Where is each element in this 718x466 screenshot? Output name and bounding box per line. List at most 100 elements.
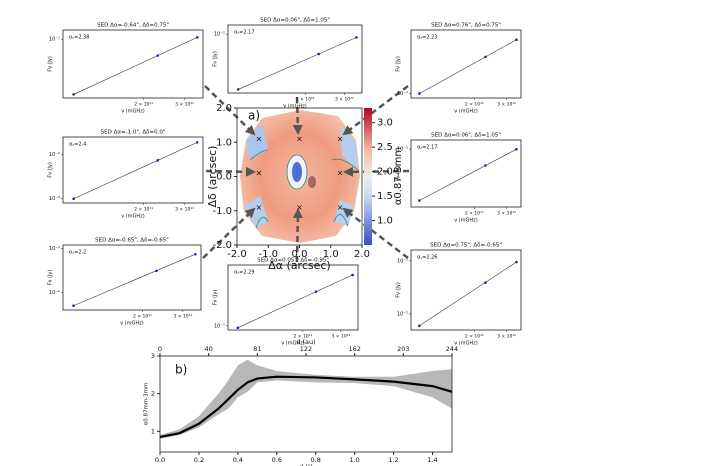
inset-title: SED Δα=-0.65", Δδ=-0.65": [95, 238, 169, 244]
inset-title: SED Δα=0.06", Δδ=1.05": [431, 133, 501, 139]
y-tick-label: 10⁻¹: [397, 147, 408, 153]
fit-line: [238, 37, 357, 90]
line: [159, 375, 453, 439]
x-tick-label: 0.0: [292, 249, 308, 260]
inset-annotation: αₛ=2.38: [69, 35, 89, 41]
fit-line: [73, 142, 198, 199]
inset-title: SED Δα=-1.0", Δδ=0.0": [101, 130, 166, 136]
data-point: [418, 199, 421, 202]
data-point: [355, 36, 358, 39]
inset-annotation: αₛ=2.17: [234, 30, 254, 36]
x-tick-label: 2 × 10¹¹: [465, 102, 484, 108]
x-tick-label: 0.0: [155, 456, 165, 464]
x-tick-label: 3 × 10¹¹: [335, 97, 354, 103]
y-axis-label: α0.87mm-3mm: [144, 383, 150, 426]
data-point: [72, 93, 75, 96]
fit-line: [73, 253, 196, 307]
data-point: [351, 273, 354, 277]
x2-tick-label: 162: [348, 345, 360, 353]
data-point: [236, 88, 240, 91]
x-tick-label: 2 × 10¹¹: [296, 97, 315, 103]
inset-title: SED Δα=0.06", Δδ=1.05": [260, 18, 330, 24]
colorbar-label: α0.87-3mm: [393, 147, 404, 205]
y-tick-label: 10⁻¹: [49, 37, 60, 43]
x2-tick-label: 0: [158, 345, 162, 353]
x-tick-label: 3 × 10¹¹: [497, 334, 516, 340]
y-tick-label: 10⁻¹: [214, 323, 225, 329]
colorbar: [364, 108, 372, 245]
data-point: [194, 252, 197, 256]
data-point: [156, 54, 160, 57]
inset-frame: [62, 29, 204, 99]
fit-line: [73, 37, 198, 95]
x-tick-label: 1.2: [388, 456, 398, 464]
marker: ×: [256, 169, 263, 178]
data-point: [317, 52, 320, 56]
marker: ×: [256, 134, 263, 143]
y-axis-label: Fν (Jy): [48, 270, 54, 286]
marker: ×: [337, 169, 344, 178]
data-point: [155, 269, 158, 273]
y-tick-label: 1.0: [216, 137, 232, 148]
x-tick-label: 1.0: [323, 249, 339, 260]
y-tick-label: 2: [151, 390, 155, 398]
x2-tick-label: 81: [253, 345, 261, 353]
inset-frame: [227, 264, 359, 331]
data-point: [515, 147, 518, 151]
colorbar-tick-label: 1.0: [377, 216, 393, 227]
x-tick-label: 3 × 10¹¹: [173, 314, 192, 320]
x-tick-label: 2.0: [354, 249, 370, 260]
marker: ×: [337, 203, 344, 212]
x-tick-label: 3 × 10¹¹: [175, 207, 194, 213]
x-axis-label: ν (mGHz): [454, 218, 477, 224]
data-point: [418, 92, 421, 95]
map-image: [240, 110, 360, 243]
x2-axis-label: d (au): [296, 338, 315, 346]
inset-annotation: αₛ=2.2: [69, 250, 86, 256]
y-axis-label: Fν (Jy): [396, 166, 402, 182]
x-axis-label: Δα (arcsec): [268, 259, 330, 272]
inset-frame: [227, 24, 363, 94]
y-tick-label: 10⁻³: [49, 196, 60, 202]
x-tick-label: 0.6: [272, 456, 282, 464]
data-point: [314, 290, 318, 293]
data-point: [418, 324, 421, 328]
data-point: [484, 55, 487, 59]
inset-title: SED Δα=0.05", Δδ=-0.95": [257, 258, 329, 264]
data-point: [195, 36, 199, 39]
inset-frame: [410, 29, 522, 99]
x-tick-label: 0.8: [311, 456, 321, 464]
data-point: [515, 260, 518, 264]
x2-tick-label: 244: [446, 345, 458, 353]
x-tick-label: 3 × 10¹¹: [497, 102, 516, 108]
inset-title: SED Δα=-0.64", Δδ=0.75": [97, 23, 169, 29]
x-tick-label: 2 × 10¹¹: [293, 334, 312, 340]
x-axis-label: d (″): [299, 463, 313, 466]
x-tick-label: -1.0: [258, 249, 278, 260]
colorbar-tick-label: 3.0: [377, 118, 393, 129]
data-point: [236, 326, 240, 330]
y-axis-label: Fν (Jy): [48, 162, 54, 178]
y-tick-label: 10⁻¹: [397, 91, 408, 97]
inset-annotation: αₛ=2.29: [234, 270, 254, 276]
data-point: [72, 197, 75, 201]
x-axis-label: ν (mGHz): [283, 104, 306, 110]
y-tick-label: 3: [151, 352, 155, 360]
inset-frame: [410, 139, 522, 208]
data-point: [195, 141, 199, 144]
x2-tick-label: 203: [397, 345, 409, 353]
colorbar-tick-label: 2.0: [377, 167, 393, 178]
y-tick-label: -1.0: [212, 206, 232, 217]
y-axis-label: Fν (Jy): [396, 56, 402, 72]
x-tick-label: -2.0: [227, 249, 247, 260]
y-tick-label: -2.0: [212, 240, 232, 251]
marker: ×: [337, 134, 344, 143]
fit-line: [237, 274, 353, 329]
x-tick-label: 1.0: [349, 456, 359, 464]
y-axis-label: Fν (Jy): [396, 282, 402, 298]
x-tick-label: 1.4: [427, 456, 437, 464]
y-axis-label: Fν (Jy): [213, 51, 219, 67]
confidence-band: [160, 359, 452, 439]
y-axis-label: Δδ (arcsec): [206, 146, 219, 208]
